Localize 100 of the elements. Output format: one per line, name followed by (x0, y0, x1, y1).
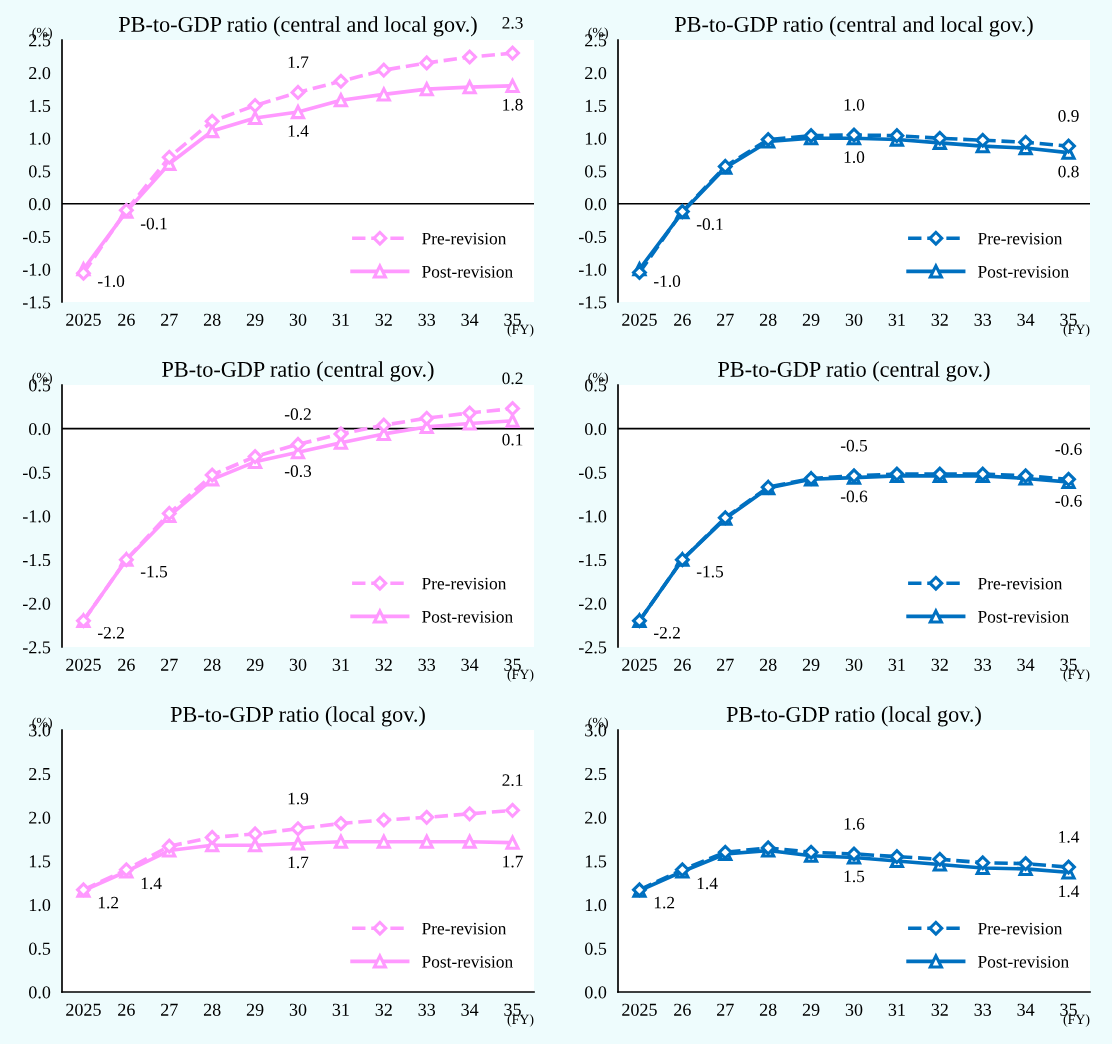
data-label: 1.4 (1059, 885, 1080, 898)
text: 0.0 (29, 422, 51, 436)
text: 0.0 (585, 198, 607, 211)
data-label: 1.6 (844, 817, 865, 830)
x-tick-label: 28 (759, 658, 777, 671)
chart-title: PB-to-GDP ratio (local gov.) (170, 706, 425, 727)
legend-label: Pre-revision (422, 922, 507, 935)
x-tick-label: 31 (332, 313, 349, 326)
x-tick-label: 34 (1017, 313, 1035, 326)
text: 0.5 (29, 165, 51, 178)
text: 1.0 (29, 898, 51, 912)
x-tick-label: 27 (717, 313, 734, 326)
chart-title: PB-to-GDP ratio (central and local gov.) (118, 16, 477, 37)
text: -1.0 (578, 263, 607, 276)
x-tick-label: 31 (888, 313, 905, 326)
text: 1.5 (585, 855, 607, 868)
x-tick-label: 27 (161, 313, 178, 326)
chart-title: PB-to-GDP ratio (central gov.) (162, 361, 434, 382)
data-label: -0.2 (284, 408, 311, 421)
text: -2.0 (22, 597, 51, 610)
text: -0.5 (22, 466, 51, 479)
text: 1.0 (585, 898, 607, 912)
x-tick-label: 29 (802, 313, 820, 326)
x-tick-label: 32 (375, 313, 392, 326)
text: 2.0 (585, 811, 607, 824)
data-label: 1.4 (697, 877, 718, 890)
text: 1.0 (29, 132, 51, 145)
x-tick-label: 33 (418, 313, 436, 326)
data-label: 1.2 (654, 896, 675, 909)
chart-title: PB-to-GDP ratio (central and local gov.) (674, 16, 1033, 37)
x-tick-label: 33 (974, 313, 992, 326)
x-tick-label: 35 (504, 1003, 521, 1016)
x-tick-label: 30 (289, 1003, 307, 1016)
text: 0.0 (585, 986, 607, 999)
x-axis-title: (FY) (507, 1014, 534, 1027)
text: 0.5 (29, 942, 51, 955)
text: 1.5 (585, 99, 607, 113)
data-label: 1.2 (98, 896, 119, 909)
data-label: -0.1 (140, 217, 167, 230)
x-tick-label: 29 (802, 1003, 820, 1016)
legend-label: Post-revision (978, 955, 1069, 968)
chart-title: PB-to-GDP ratio (local gov.) (726, 706, 981, 727)
x-tick-label: 32 (931, 313, 948, 326)
text: -2.5 (22, 641, 51, 654)
legend-label: Pre-revision (422, 577, 507, 590)
text: -1.5 (22, 554, 51, 567)
text: -0.5 (578, 230, 607, 244)
x-tick-label: 31 (888, 658, 905, 671)
x-axis-title: (FY) (507, 669, 534, 682)
text: 0.0 (29, 986, 51, 999)
data-label: 1.8 (503, 98, 523, 111)
x-tick-label: 30 (289, 313, 307, 326)
data-label: 1.7 (503, 855, 523, 868)
text: 1.0 (585, 132, 607, 145)
x-tick-label: 34 (1017, 1003, 1035, 1016)
data-label: 1.4 (141, 877, 162, 890)
x-tick-label: 29 (246, 313, 264, 326)
x-tick-label: 35 (504, 313, 521, 326)
x-tick-label: 34 (461, 1003, 479, 1016)
x-tick-label: 32 (931, 658, 948, 671)
x-tick-label: 29 (246, 1003, 264, 1016)
data-label: -1.0 (653, 275, 681, 288)
data-label: 1.0 (844, 98, 865, 111)
data-label: 0.1 (502, 433, 523, 446)
data-label: 0.8 (1058, 165, 1079, 178)
x-tick-label: 26 (674, 658, 691, 671)
x-tick-label: 28 (203, 658, 221, 671)
text: 2.0 (29, 811, 51, 824)
x-tick-label: 2025 (66, 658, 101, 671)
text: -0.5 (578, 466, 607, 479)
data-label: 0.9 (1058, 110, 1079, 122)
text: 2.5 (585, 767, 607, 781)
legend-label: Pre-revision (978, 577, 1063, 590)
x-tick-label: 35 (1060, 1003, 1077, 1016)
text: -1.5 (578, 296, 607, 309)
text: -1.0 (22, 263, 51, 276)
x-tick-label: 28 (759, 313, 777, 326)
data-label: -0.6 (840, 490, 868, 503)
x-tick-label: 35 (504, 658, 521, 671)
x-tick-label: 31 (332, 1003, 349, 1016)
data-label: -2.2 (653, 626, 680, 639)
x-tick-label: 34 (461, 658, 479, 671)
data-label: 1.9 (288, 792, 309, 805)
x-axis-title: (FY) (507, 324, 534, 337)
x-tick-label: 27 (161, 658, 178, 671)
data-label: -0.6 (1055, 494, 1082, 507)
data-label: 1.7 (288, 856, 309, 869)
x-tick-label: 30 (289, 658, 307, 671)
data-label: -0.3 (284, 465, 312, 478)
x-axis-title: (FY) (1063, 669, 1090, 682)
legend-label: Pre-revision (422, 232, 507, 245)
legend-label: Post-revision (422, 955, 513, 968)
x-tick-label: 27 (717, 658, 734, 671)
x-tick-label: 30 (845, 658, 863, 671)
x-tick-label: 26 (118, 1003, 135, 1016)
x-tick-label: 32 (931, 1003, 948, 1016)
legend-label: Post-revision (422, 610, 513, 623)
legend-label: Pre-revision (978, 232, 1063, 245)
x-tick-label: 2025 (622, 658, 657, 671)
data-label: 1.4 (288, 125, 309, 137)
